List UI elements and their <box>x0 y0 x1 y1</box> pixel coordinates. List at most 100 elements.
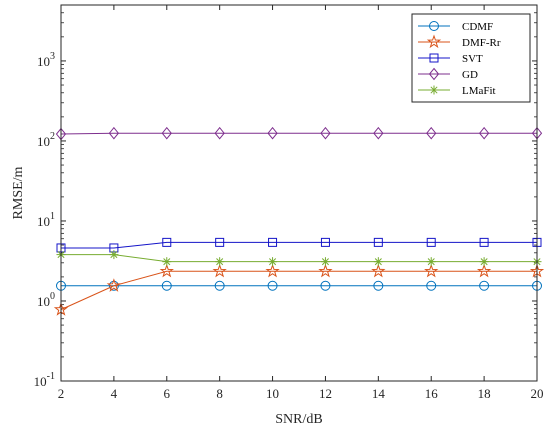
legend-cdmf-label: CDMF <box>462 21 493 33</box>
legend-svt-marker <box>429 53 439 63</box>
series-svt-marker-shape <box>373 237 383 247</box>
x-tick-label: 6 <box>164 386 171 401</box>
series-lmafit-marker <box>109 250 119 260</box>
series-svt-marker <box>373 237 383 247</box>
series-gd-marker-shape <box>267 126 278 140</box>
series-cdmf-marker <box>267 280 278 291</box>
legend-cdmf-marker <box>429 21 439 31</box>
series-gd-marker-shape <box>108 126 120 140</box>
axes: 2 4 6 8 10 12 14 16 18 20 10-1 100 101 102 103 <box>34 5 544 401</box>
series-svt-marker <box>215 237 225 247</box>
y-tick-label: 101 <box>37 211 55 229</box>
series-cdmf-marker <box>214 280 225 291</box>
legend-lmafit-marker <box>429 85 439 95</box>
series-dmf-rr-marker-shape <box>371 263 386 278</box>
y-tick-label: 100 <box>37 291 55 309</box>
series-dmf-rr-marker-shape <box>476 263 492 278</box>
series-gd-line <box>60 132 537 135</box>
x-tick-label: 10 <box>266 386 279 401</box>
y-tick-label: 102 <box>37 131 55 149</box>
legend-lmafit-marker-shape <box>430 86 438 94</box>
series-gd-marker-shape <box>426 126 437 140</box>
series-lmafit-marker <box>320 257 330 267</box>
series-gd-marker <box>320 126 331 140</box>
series-svt-marker-shape <box>162 237 172 247</box>
legend: CDMF DMF-Rr SVT GD LMaFit <box>411 13 531 103</box>
series-cdmf-marker <box>320 280 331 291</box>
legend-svt-label: SVT <box>462 53 483 65</box>
series-lmafit-marker <box>479 257 489 267</box>
legend-cdmf: CDMF <box>418 21 493 33</box>
series-cdmf-marker <box>161 280 172 291</box>
legend-gd: GD <box>418 67 478 81</box>
legend-dmf-rr-label: DMF-Rr <box>462 37 501 49</box>
y-axis-label: RMSE/m <box>11 166 26 219</box>
series-cdmf-marker <box>373 280 384 291</box>
series-lmafit-marker-shape <box>480 258 488 266</box>
series-lmafit-marker-shape <box>269 258 277 266</box>
series-svt-marker-shape <box>479 237 489 247</box>
x-tick-label: 14 <box>372 386 386 401</box>
series-dmf-rr-line <box>60 270 537 311</box>
series-dmf-rr-marker <box>159 263 174 278</box>
series-dmf-rr-marker-shape <box>265 263 280 278</box>
series-gd <box>55 126 543 141</box>
series-dmf-rr-marker <box>212 263 227 278</box>
legend-svt-marker-shape <box>429 53 439 63</box>
series-svt-marker-shape <box>215 237 225 247</box>
series-cdmf-marker-shape <box>426 280 437 291</box>
series-svt-marker <box>479 237 489 247</box>
series-dmf-rr-marker-shape <box>106 278 122 292</box>
series-gd-marker-shape <box>373 126 384 140</box>
x-tick-label: 8 <box>216 386 223 401</box>
series-svt-marker <box>268 237 278 247</box>
series-cdmf-marker-shape <box>267 280 278 291</box>
series-cdmf-marker-shape <box>479 280 490 291</box>
series-lmafit-marker-shape <box>321 258 329 266</box>
series-dmf-rr-marker-shape <box>159 263 174 278</box>
series-lmafit-marker-shape <box>216 258 224 266</box>
series-svt-marker <box>426 237 436 247</box>
series-gd-marker <box>267 126 278 140</box>
series-cdmf-marker <box>479 280 490 291</box>
x-tick-label: 18 <box>478 386 491 401</box>
y-tick-label: 103 <box>37 51 55 69</box>
series-dmf-rr-marker-shape <box>318 263 333 278</box>
y-tick-label: 10-1 <box>34 371 55 389</box>
series-lmafit-marker <box>426 257 436 267</box>
series-lmafit-line <box>61 254 537 263</box>
legend-gd-marker-shape <box>428 67 440 81</box>
legend-dmf-rr-marker <box>426 34 442 49</box>
series-svt-marker <box>320 237 330 247</box>
legend-svt: SVT <box>418 53 483 65</box>
series-cdmf-marker-shape <box>161 280 172 291</box>
x-tick-label: 4 <box>111 386 118 401</box>
series-lmafit-marker-shape <box>110 251 118 259</box>
series-svt-marker-shape <box>268 237 278 247</box>
series-gd-marker-shape <box>161 126 172 140</box>
series-lmafit-marker <box>215 257 225 267</box>
legend-gd-marker <box>428 67 440 81</box>
series-dmf-rr-marker <box>265 263 280 278</box>
legend-dmf-rr-marker-shape <box>426 34 442 49</box>
x-tick-label: 16 <box>425 386 439 401</box>
series-dmf-rr-marker-shape <box>212 263 227 278</box>
series-dmf-rr-marker-shape <box>424 263 439 278</box>
series-dmf-rr-marker <box>476 263 492 278</box>
series-lmafit-marker-shape <box>163 258 171 266</box>
series-dmf-rr-marker <box>424 263 439 278</box>
series-svt-marker-shape <box>426 237 436 247</box>
series-gd-marker <box>478 126 490 140</box>
legend-cdmf-marker-shape <box>429 21 439 31</box>
series-dmf-rr-marker <box>106 278 122 292</box>
x-tick-label: 2 <box>58 386 65 401</box>
series-lmafit-marker <box>373 257 383 267</box>
series-cdmf-marker-shape <box>373 280 384 291</box>
series-dmf-rr <box>53 263 545 316</box>
series-gd-marker <box>214 126 225 140</box>
series-cdmf-marker-shape <box>320 280 331 291</box>
x-axis-label: SNR/dB <box>275 412 322 427</box>
x-tick-label: 12 <box>319 386 332 401</box>
legend-lmafit-label: LMaFit <box>462 85 496 97</box>
